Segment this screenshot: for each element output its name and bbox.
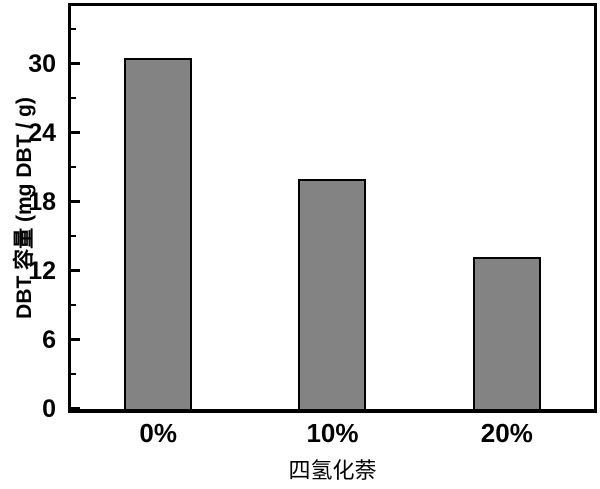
y-tick-major bbox=[71, 130, 80, 134]
bars-layer bbox=[71, 6, 594, 409]
y-tick-major bbox=[71, 337, 80, 341]
x-tick-label: 20% bbox=[480, 418, 533, 448]
y-tick-minor bbox=[71, 304, 76, 307]
y-tick-label: 0 bbox=[42, 395, 56, 423]
y-tick-major bbox=[71, 61, 80, 65]
y-tick-label: 12 bbox=[28, 256, 56, 285]
y-tick-major bbox=[71, 268, 80, 272]
bar-slot bbox=[71, 6, 245, 409]
y-tick-label: 6 bbox=[42, 325, 56, 354]
y-tick-minor bbox=[71, 235, 76, 238]
bar-10% bbox=[298, 178, 367, 409]
plot-area bbox=[68, 3, 597, 413]
bar-20% bbox=[472, 257, 541, 409]
y-tick-label: 30 bbox=[28, 49, 56, 78]
y-tick-major bbox=[71, 199, 80, 203]
x-tick-label: 0% bbox=[139, 418, 177, 448]
y-tick-minor bbox=[71, 97, 76, 100]
y-tick-minor bbox=[71, 166, 76, 169]
y-tick-major bbox=[71, 407, 80, 410]
x-axis-title: 四氢化萘 bbox=[288, 458, 377, 483]
x-tick-labels: 0% 10% 20% bbox=[71, 419, 594, 447]
y-tick-minor bbox=[71, 373, 76, 376]
y-tick-label: 18 bbox=[28, 187, 56, 216]
bar-slot bbox=[245, 6, 419, 409]
y-ticks-layer bbox=[71, 6, 83, 410]
bar-0% bbox=[124, 57, 193, 409]
y-tick-labels: 0 6 12 18 24 30 bbox=[0, 6, 62, 423]
x-tick-label: 10% bbox=[306, 418, 359, 448]
y-tick-minor bbox=[71, 28, 76, 31]
bar-slot bbox=[420, 6, 594, 409]
y-tick-label: 24 bbox=[28, 118, 56, 147]
